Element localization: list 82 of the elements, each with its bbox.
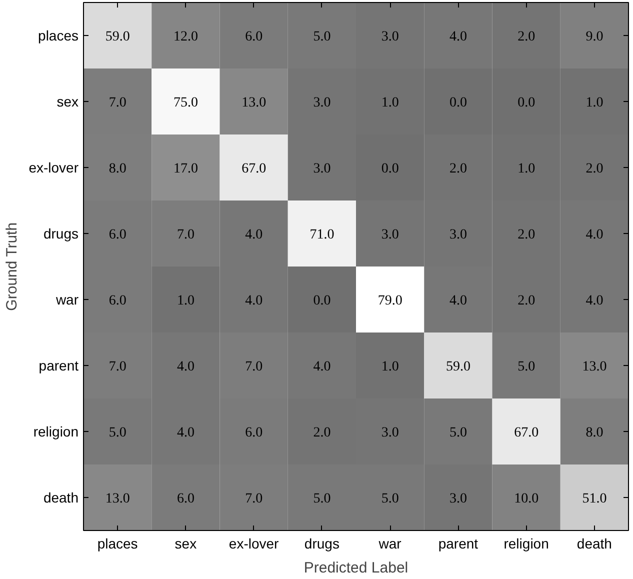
x-tick-label: parent [438,536,478,552]
data-label: 79.0 [378,294,402,308]
data-label: 4.0 [245,228,263,242]
data-label: 12.0 [173,30,198,44]
data-label: 4.0 [586,228,604,242]
y-tick-label: sex [56,94,79,110]
y-tick-label: drugs [43,226,79,242]
data-label: 4.0 [313,360,331,374]
data-label: 6.0 [176,492,194,506]
x-axis-title: Predicted Label [304,560,408,576]
data-label: 5.0 [518,360,536,374]
x-tick-label: places [97,536,138,552]
data-label: 1.0 [518,162,536,176]
data-label: 2.0 [449,162,467,176]
data-label: 71.0 [310,228,334,242]
data-label: 3.0 [313,96,331,110]
data-label: 0.0 [449,96,467,110]
data-label: 4.0 [586,294,604,308]
data-label: 5.0 [313,492,331,506]
data-label: 3.0 [449,492,467,506]
data-label: 0.0 [518,96,536,110]
data-label: 8.0 [586,426,604,440]
data-label: 67.0 [514,426,539,440]
y-tick-label: parent [38,358,79,374]
data-label: 0.0 [313,294,331,308]
data-label: 7.0 [108,360,126,374]
data-label: 2.0 [518,30,536,44]
y-tick-label: places [38,28,78,44]
data-label: 4.0 [176,360,194,374]
data-label: 75.0 [173,96,198,110]
data-label: 8.0 [108,162,126,176]
data-label: 4.0 [449,30,467,44]
data-label: 7.0 [108,96,126,110]
y-axis-title: Ground Truth [4,222,21,311]
data-label: 9.0 [586,30,604,44]
data-label: 5.0 [449,426,467,440]
data-label: 4.0 [449,294,467,308]
x-tick-label: death [576,536,612,552]
data-label: 6.0 [245,30,263,44]
data-label: 3.0 [381,30,399,44]
y-tick-label: religion [33,424,79,440]
data-label: 5.0 [108,426,126,440]
data-label: 3.0 [449,228,467,242]
data-label: 1.0 [381,360,399,374]
data-label: 17.0 [173,162,198,176]
data-label: 13.0 [582,360,607,374]
data-label: 2.0 [586,162,604,176]
data-label: 13.0 [105,492,130,506]
data-label: 5.0 [381,492,399,506]
data-label: 59.0 [446,360,470,374]
data-label: 3.0 [381,228,399,242]
data-label: 2.0 [518,228,536,242]
y-tick-label: death [43,490,79,506]
data-label: 59.0 [105,30,130,44]
data-label: 2.0 [313,426,331,440]
data-label: 0.0 [381,162,399,176]
x-tick-label: religion [504,536,549,552]
data-label: 7.0 [245,360,263,374]
data-label: 67.0 [242,162,266,176]
data-label: 3.0 [381,426,399,440]
data-label: 1.0 [381,96,399,110]
data-label: 7.0 [245,492,263,506]
data-label: 6.0 [245,426,263,440]
x-tick-label: drugs [304,536,340,552]
data-label: 6.0 [108,294,126,308]
data-label: 6.0 [108,228,126,242]
data-label: 51.0 [582,492,607,506]
data-label: 10.0 [514,492,539,506]
data-label: 7.0 [176,228,194,242]
y-tick-label: ex-lover [28,160,79,176]
data-label: 4.0 [245,294,263,308]
data-label: 1.0 [176,294,194,308]
data-label: 4.0 [176,426,194,440]
data-label: 5.0 [313,30,331,44]
data-label: 13.0 [242,96,266,110]
data-label: 1.0 [586,96,604,110]
data-label: 3.0 [313,162,331,176]
data-label: 2.0 [518,294,536,308]
y-tick-label: war [54,292,79,308]
x-tick-label: ex-lover [228,536,280,552]
x-tick-label: war [378,536,402,552]
x-tick-label: sex [174,536,197,552]
